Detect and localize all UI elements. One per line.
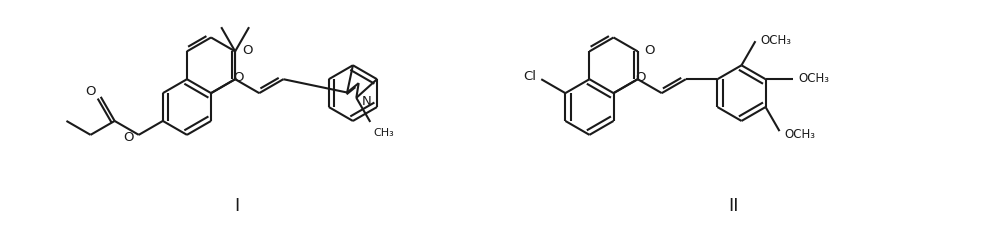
Text: O: O: [85, 85, 96, 98]
Text: CH₃: CH₃: [373, 128, 394, 138]
Text: O: O: [645, 44, 655, 57]
Text: OCH₃: OCH₃: [760, 34, 791, 47]
Text: II: II: [728, 197, 739, 215]
Text: O: O: [242, 44, 253, 57]
Text: O: O: [123, 131, 134, 144]
Text: I: I: [234, 197, 239, 215]
Text: O: O: [635, 71, 646, 84]
Text: OCH₃: OCH₃: [798, 72, 829, 85]
Text: O: O: [233, 71, 243, 84]
Text: N: N: [361, 95, 371, 108]
Text: Cl: Cl: [523, 70, 536, 83]
Text: OCH₃: OCH₃: [784, 128, 815, 141]
